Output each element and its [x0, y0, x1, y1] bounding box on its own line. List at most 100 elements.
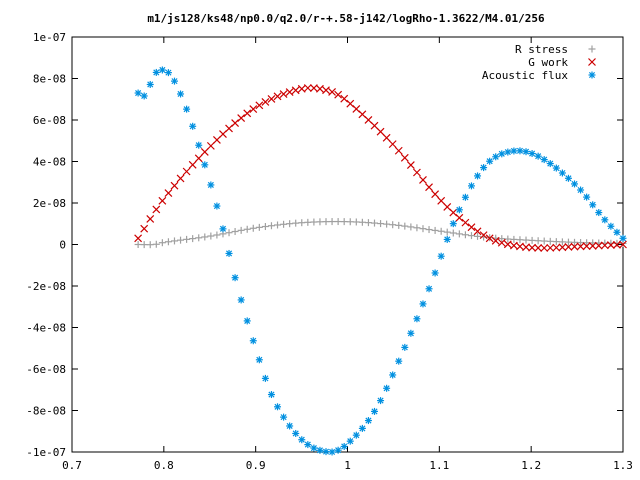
data-point-r-stress — [425, 226, 433, 234]
data-point-g-work — [364, 116, 373, 124]
y-tick-label: 6e-08 — [33, 114, 66, 127]
data-point-r-stress — [474, 232, 482, 240]
data-point-r-stress — [316, 218, 324, 226]
data-point-r-stress — [164, 238, 172, 246]
data-point-acoustic-flux — [577, 186, 585, 194]
data-point-acoustic-flux — [540, 156, 548, 164]
data-point-acoustic-flux — [358, 424, 366, 432]
data-point-g-work — [558, 243, 567, 252]
data-point-r-stress — [558, 238, 566, 246]
legend-marker-g-work — [588, 58, 596, 66]
data-point-g-work — [485, 234, 494, 243]
data-point-acoustic-flux — [498, 150, 506, 158]
data-point-acoustic-flux — [583, 193, 591, 201]
data-point-acoustic-flux — [601, 216, 609, 224]
y-tick-label: -2e-08 — [26, 280, 66, 293]
data-point-g-work — [370, 121, 379, 130]
data-point-g-work — [431, 190, 440, 199]
data-point-g-work — [479, 231, 488, 240]
data-point-acoustic-flux — [243, 317, 251, 325]
data-point-g-work — [388, 140, 397, 149]
data-point-acoustic-flux — [619, 234, 627, 242]
series-acoustic-flux — [134, 66, 627, 456]
data-point-acoustic-flux — [413, 315, 421, 323]
data-point-g-work — [231, 119, 240, 128]
y-tick-label: -4e-08 — [26, 322, 66, 335]
data-point-g-work — [406, 161, 415, 169]
data-point-acoustic-flux — [467, 182, 475, 190]
data-point-r-stress — [413, 224, 421, 232]
x-tick-label: 1.1 — [429, 459, 449, 472]
data-point-r-stress — [328, 218, 336, 226]
legend-label: G work — [528, 56, 568, 69]
data-point-acoustic-flux — [201, 161, 209, 169]
data-point-r-stress — [146, 241, 154, 249]
data-point-r-stress — [564, 238, 572, 246]
data-point-g-work — [467, 223, 476, 232]
y-tick-label: 1e-07 — [33, 31, 66, 44]
data-point-r-stress — [546, 237, 554, 245]
data-point-acoustic-flux — [486, 157, 494, 165]
data-point-r-stress — [195, 234, 203, 242]
data-point-g-work — [219, 130, 227, 139]
data-point-acoustic-flux — [316, 446, 324, 454]
data-point-r-stress — [364, 219, 372, 227]
data-point-g-work — [437, 196, 446, 205]
data-point-g-work — [419, 175, 427, 184]
data-point-acoustic-flux — [286, 422, 294, 430]
data-point-acoustic-flux — [401, 343, 409, 351]
x-tick-label: 1.2 — [521, 459, 541, 472]
data-point-acoustic-flux — [231, 274, 239, 282]
data-point-g-work — [594, 241, 603, 250]
data-point-acoustic-flux — [213, 202, 221, 210]
data-point-g-work — [582, 242, 591, 251]
data-point-g-work — [540, 244, 549, 252]
data-point-acoustic-flux — [389, 371, 397, 379]
data-point-acoustic-flux — [322, 448, 330, 456]
data-point-acoustic-flux — [528, 150, 536, 158]
data-point-r-stress — [334, 218, 342, 226]
data-point-acoustic-flux — [195, 141, 203, 149]
data-point-g-work — [261, 98, 270, 106]
data-point-acoustic-flux — [455, 206, 463, 214]
data-point-g-work — [552, 243, 561, 252]
data-point-g-work — [413, 168, 421, 177]
data-point-r-stress — [510, 235, 518, 243]
data-point-r-stress — [322, 218, 330, 226]
data-point-r-stress — [437, 227, 445, 235]
data-point-r-stress — [304, 218, 312, 226]
data-point-acoustic-flux — [219, 225, 227, 233]
data-point-acoustic-flux — [522, 148, 530, 156]
data-point-acoustic-flux — [419, 300, 427, 308]
data-point-acoustic-flux — [407, 329, 415, 337]
x-tick-label: 1.3 — [613, 459, 633, 472]
data-point-r-stress — [267, 222, 275, 230]
axes: 0.7 0.8 0.9 1 1.1 1.2 1.3 -1e-07 -8e-08 -6e-08 -4e… — [26, 31, 633, 472]
data-point-r-stress — [504, 235, 512, 243]
data-point-g-work — [328, 87, 336, 96]
data-point-r-stress — [370, 219, 378, 227]
data-point-acoustic-flux — [564, 174, 572, 182]
data-point-r-stress — [407, 223, 415, 231]
data-point-r-stress — [528, 236, 536, 244]
data-point-acoustic-flux — [425, 285, 433, 293]
data-point-g-work — [267, 95, 276, 103]
y-tick-label: 4e-08 — [33, 156, 66, 169]
data-point-g-work — [273, 92, 282, 101]
data-point-r-stress — [340, 218, 348, 226]
data-point-r-stress — [243, 225, 251, 233]
data-point-acoustic-flux — [177, 90, 185, 98]
data-point-acoustic-flux — [152, 68, 160, 76]
data-point-g-work — [334, 90, 343, 99]
data-point-acoustic-flux — [170, 77, 178, 85]
data-point-acoustic-flux — [558, 169, 566, 177]
data-point-r-stress — [237, 226, 245, 234]
data-point-acoustic-flux — [395, 357, 403, 365]
data-point-g-work — [473, 227, 482, 236]
data-point-g-work — [237, 114, 246, 122]
data-point-acoustic-flux — [589, 201, 597, 209]
data-point-g-work — [146, 214, 155, 223]
data-point-r-stress — [201, 233, 209, 241]
data-point-r-stress — [455, 230, 463, 238]
